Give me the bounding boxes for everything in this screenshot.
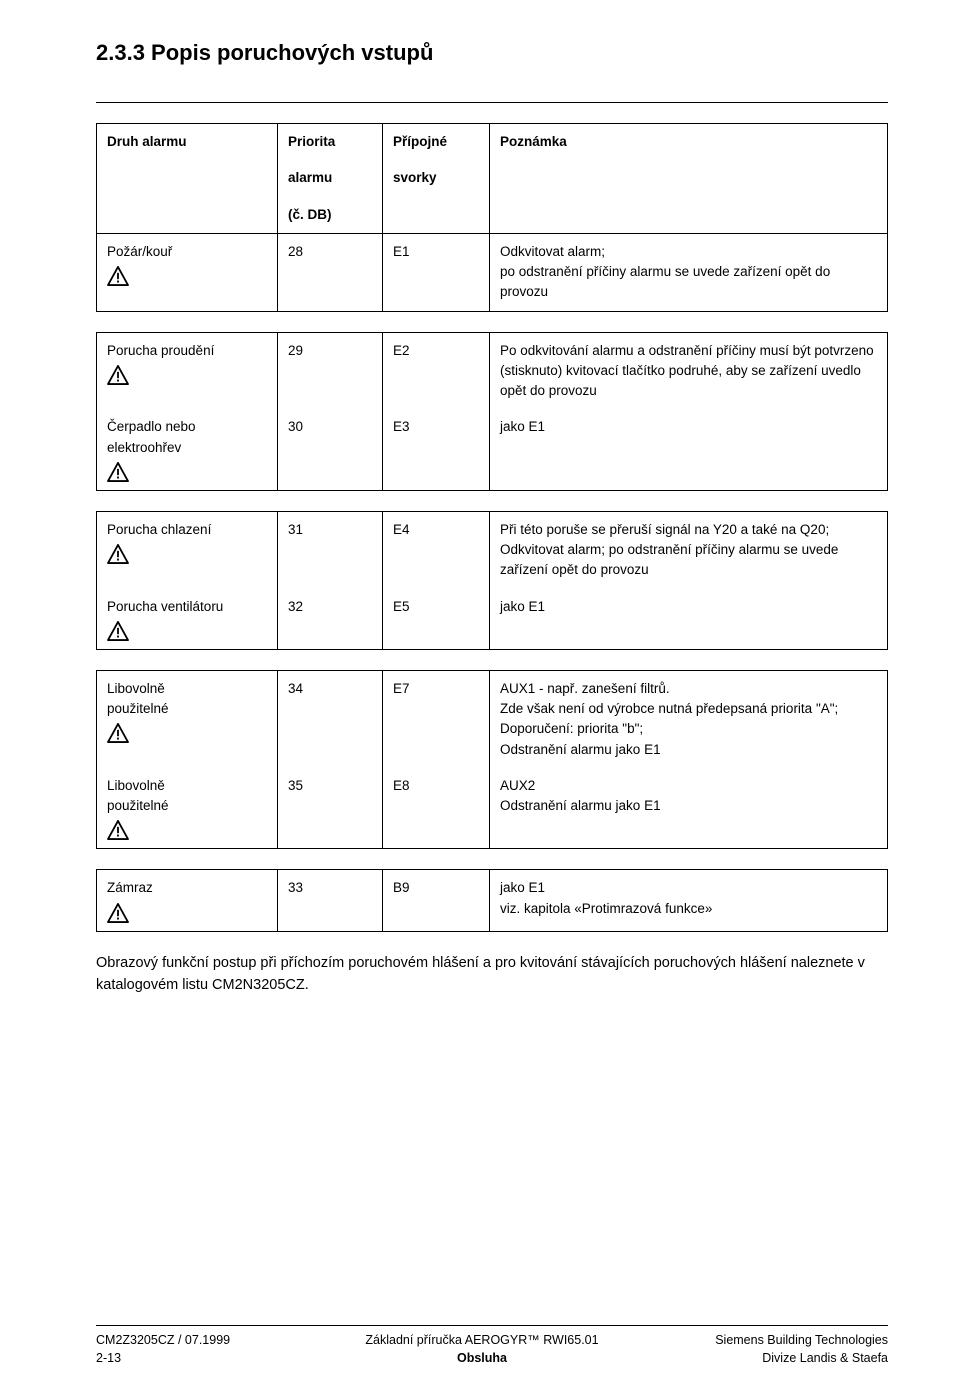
alarm-priority: 31 (278, 511, 383, 588)
alarm-note: jako E1 (490, 589, 888, 650)
alarm-priority: 30 (278, 409, 383, 490)
alarm-name: Libovolněpoužitelné (107, 679, 267, 720)
alarm-table-block: Libovolněpoužitelné 34E7AUX1 - např. zane… (96, 670, 888, 850)
page-footer: CM2Z3205CZ / 07.1999 2-13 Základní příru… (96, 1325, 888, 1367)
table-header (383, 197, 490, 234)
alarm-table-block: Porucha chlazení 31E4Při této poruše se p… (96, 511, 888, 650)
alarm-name: Porucha chlazení (107, 520, 267, 540)
alarm-terminal: E1 (383, 233, 490, 311)
alarm-note: Po odkvitování alarmu a odstranění příči… (490, 332, 888, 409)
table-row: Libovolněpoužitelné 35E8AUX2Odstranění al… (97, 768, 888, 849)
alarm-note: jako E1viz. kapitola «Protimrazová funkc… (490, 870, 888, 931)
table-row: Porucha ventilátoru 32E5jako E1 (97, 589, 888, 650)
table-header: svorky (383, 160, 490, 196)
alarm-priority: 34 (278, 670, 383, 768)
table-row: Porucha proudění 29E2Po odkvitování alarm… (97, 332, 888, 409)
tables-container: Druh alarmuPrioritaPřípojnéPoznámka alarm… (96, 123, 888, 932)
alarm-note: AUX1 - např. zanešení filtrů.Zde však ne… (490, 670, 888, 768)
divider (96, 102, 888, 103)
alarm-table-block: Zámraz 33B9jako E1viz. kapitola «Protimra… (96, 869, 888, 931)
alarm-priority: 28 (278, 233, 383, 311)
alarm-name: Zámraz (107, 878, 267, 898)
warning-icon (107, 820, 129, 840)
warning-icon (107, 462, 129, 482)
table-row: Libovolněpoužitelné 34E7AUX1 - např. zane… (97, 670, 888, 768)
alarm-table-block: Porucha proudění 29E2Po odkvitování alarm… (96, 332, 888, 491)
alarm-terminal: E4 (383, 511, 490, 588)
alarm-note: Odkvitovat alarm;po odstranění příčiny a… (490, 233, 888, 311)
alarm-terminal: E8 (383, 768, 490, 849)
alarm-terminal: E7 (383, 670, 490, 768)
table-row: Požár/kouř 28E1Odkvitovat alarm;po odstra… (97, 233, 888, 311)
alarm-name: Porucha proudění (107, 341, 267, 361)
alarm-terminal: E5 (383, 589, 490, 650)
warning-icon (107, 365, 129, 385)
table-header (490, 160, 888, 196)
warning-icon (107, 723, 129, 743)
body-paragraph: Obrazový funkční postup při příchozím po… (96, 952, 888, 997)
alarm-note: AUX2Odstranění alarmu jako E1 (490, 768, 888, 849)
warning-icon (107, 544, 129, 564)
table-row: Porucha chlazení 31E4Při této poruše se p… (97, 511, 888, 588)
warning-icon (107, 621, 129, 641)
table-header: Poznámka (490, 124, 888, 161)
alarm-priority: 32 (278, 589, 383, 650)
table-header (97, 197, 278, 234)
table-header: Priorita (278, 124, 383, 161)
table-header: Přípojné (383, 124, 490, 161)
footer-doc-code: CM2Z3205CZ / 07.1999 (96, 1333, 230, 1347)
alarm-terminal: E3 (383, 409, 490, 490)
table-row: Čerpadlo neboelektroohřev 30E3jako E1 (97, 409, 888, 490)
footer-company: Siemens Building Technologies (715, 1333, 888, 1347)
table-row: Zámraz 33B9jako E1viz. kapitola «Protimra… (97, 870, 888, 931)
alarm-priority: 33 (278, 870, 383, 931)
footer-title: Základní příručka AEROGYR™ RWI65.01 (365, 1333, 598, 1347)
table-header: Druh alarmu (97, 124, 278, 161)
footer-page-num: 2-13 (96, 1351, 121, 1365)
alarm-name: Čerpadlo neboelektroohřev (107, 417, 267, 458)
alarm-priority: 29 (278, 332, 383, 409)
alarm-table-block: Druh alarmuPrioritaPřípojnéPoznámka alarm… (96, 123, 888, 312)
table-header (490, 197, 888, 234)
alarm-terminal: E2 (383, 332, 490, 409)
footer-division: Divize Landis & Staefa (762, 1351, 888, 1365)
table-header: alarmu (278, 160, 383, 196)
section-heading: 2.3.3 Popis poruchových vstupů (96, 40, 888, 66)
footer-section: Obsluha (457, 1351, 507, 1365)
alarm-name: Libovolněpoužitelné (107, 776, 267, 817)
alarm-note: Při této poruše se přeruší signál na Y20… (490, 511, 888, 588)
alarm-terminal: B9 (383, 870, 490, 931)
warning-icon (107, 903, 129, 923)
warning-icon (107, 266, 129, 286)
alarm-name: Porucha ventilátoru (107, 597, 267, 617)
alarm-note: jako E1 (490, 409, 888, 490)
table-header: (č. DB) (278, 197, 383, 234)
alarm-priority: 35 (278, 768, 383, 849)
alarm-name: Požár/kouř (107, 242, 267, 262)
table-header (97, 160, 278, 196)
